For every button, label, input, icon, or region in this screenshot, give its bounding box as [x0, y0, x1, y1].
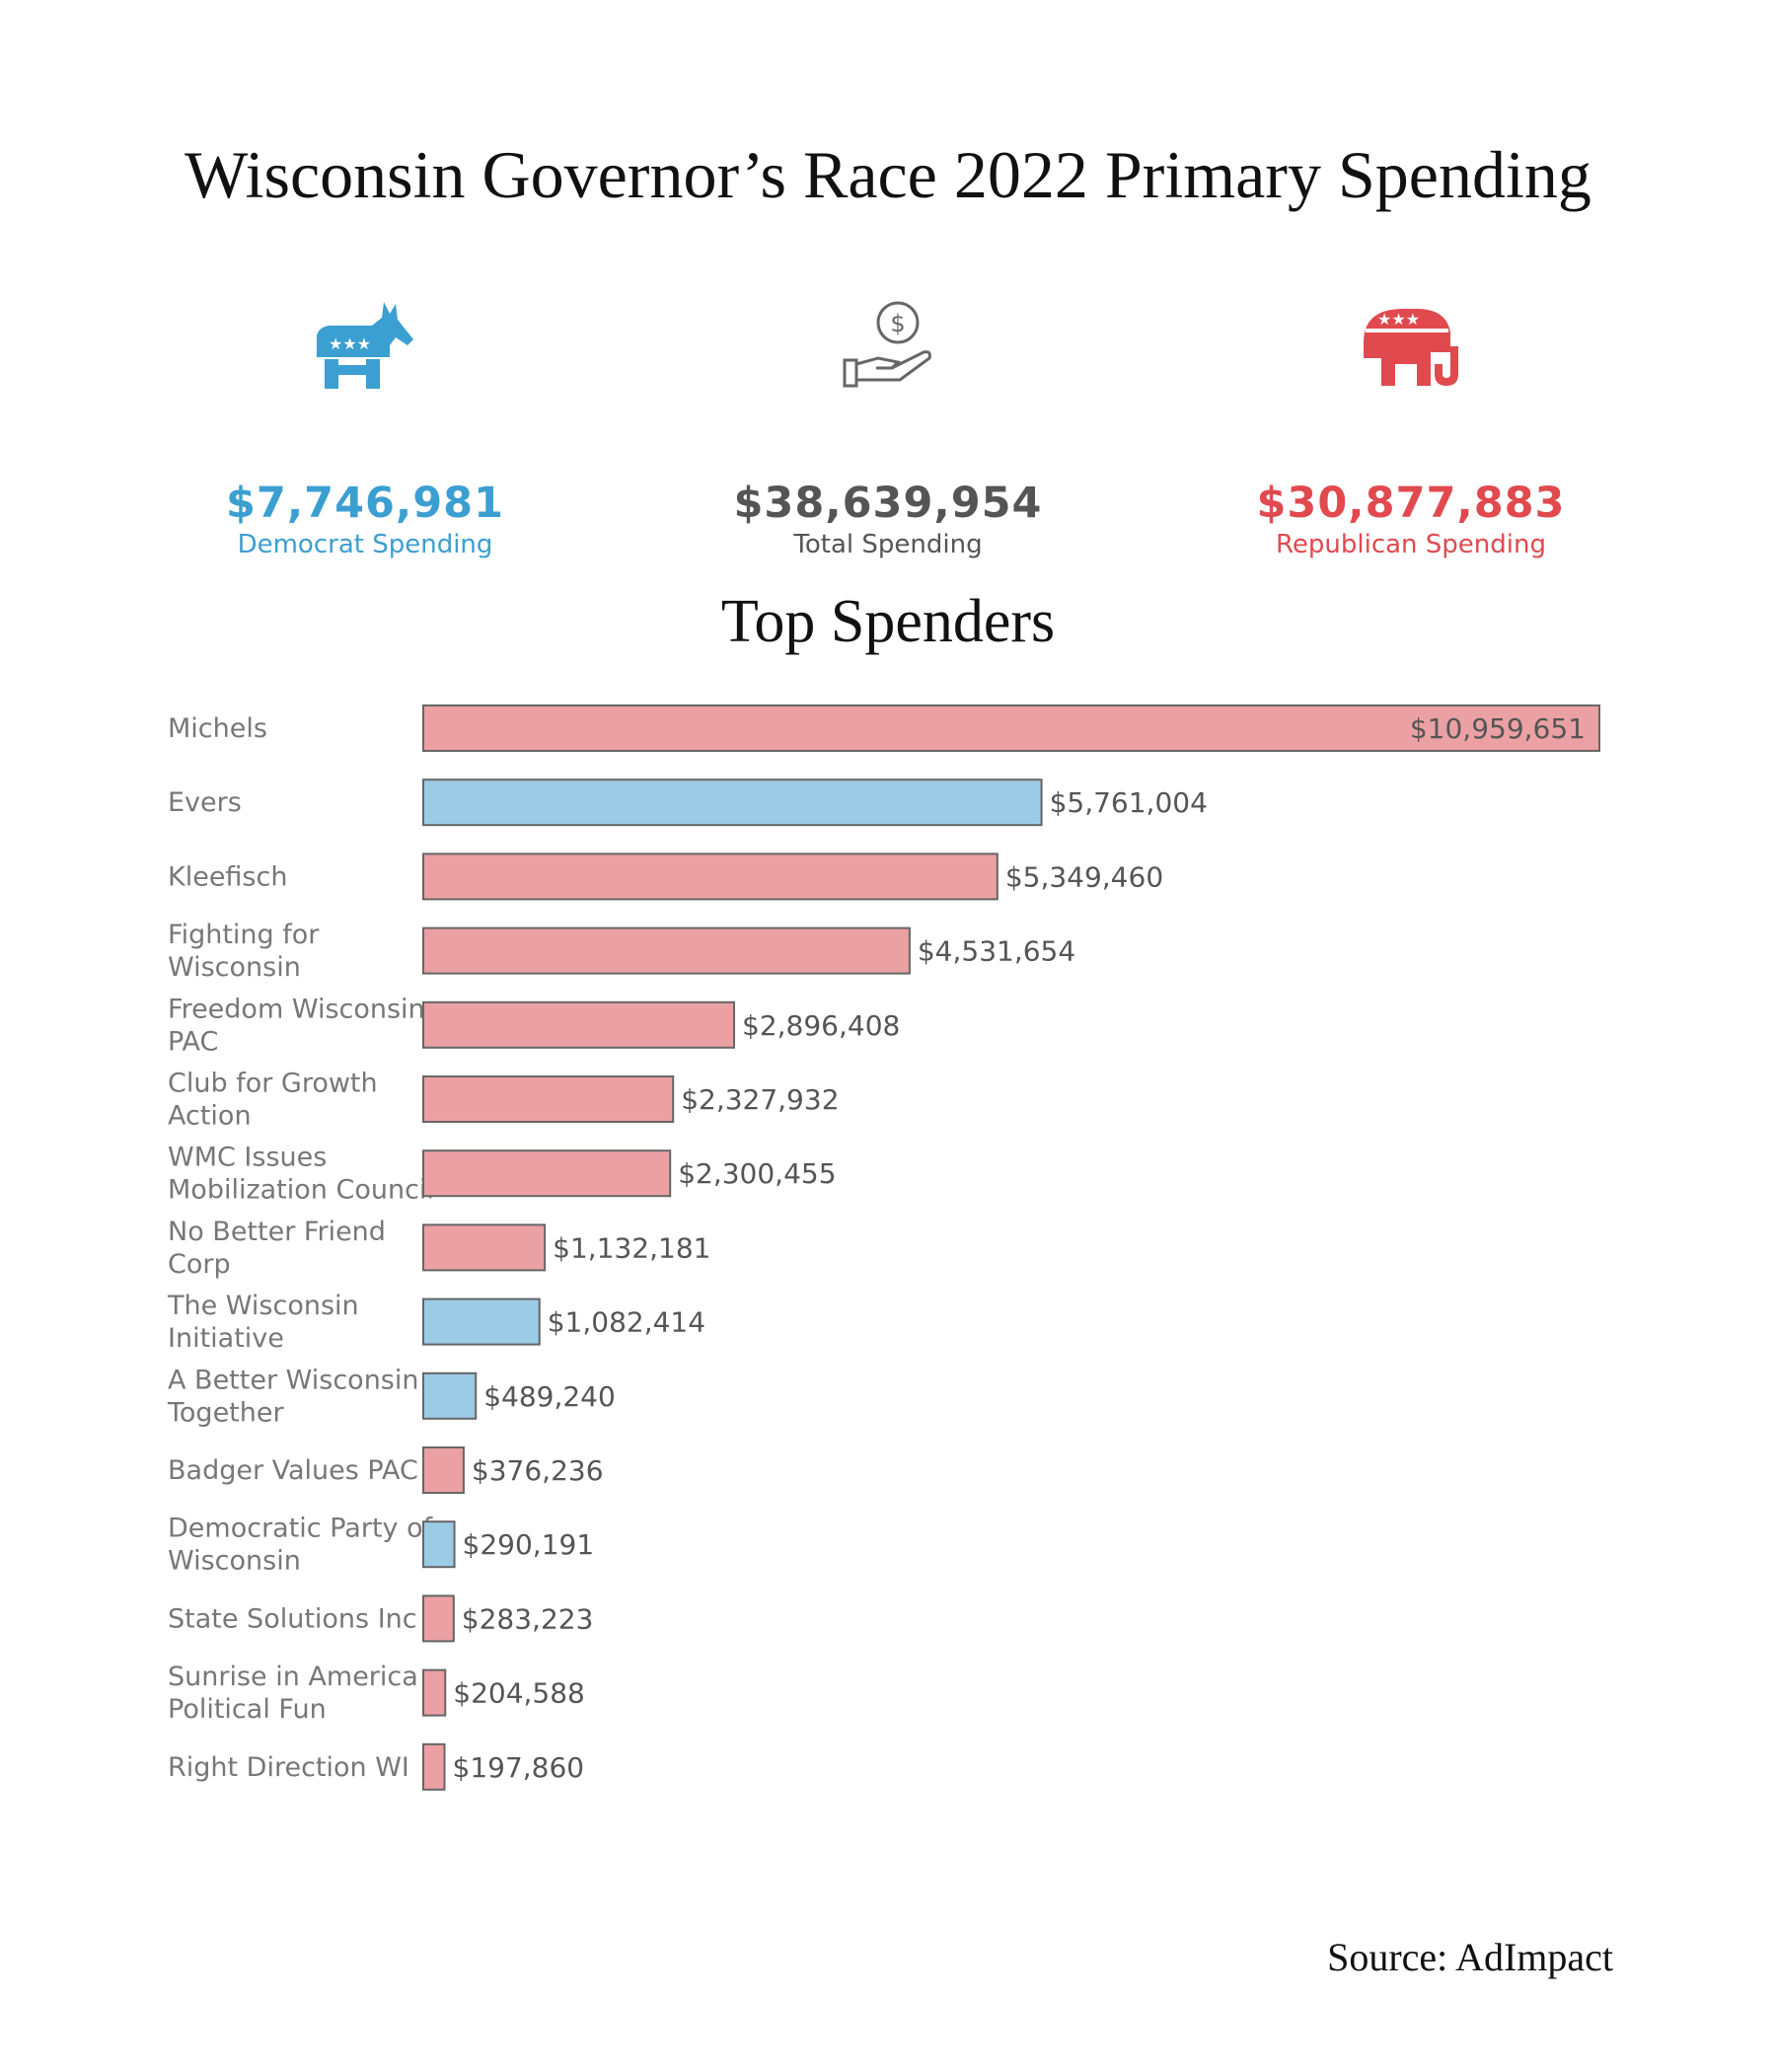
value-label: $283,223 [462, 1602, 594, 1635]
value-label: $5,761,004 [1050, 786, 1208, 819]
category-label: Michels [168, 713, 267, 744]
total-spending-label: Total Spending [793, 530, 983, 559]
category-label: The Wisconsin Initiative [167, 1291, 359, 1354]
category-label: Right Direction WI [168, 1752, 409, 1783]
elephant-icon: ★★★ [1194, 286, 1628, 405]
bar [422, 1000, 736, 1049]
page-title: Wisconsin Governor’s Race 2022 Primary S… [185, 137, 1591, 212]
bar [422, 1297, 541, 1346]
bar [422, 1668, 447, 1717]
top-spenders-bar-chart: Michels $10,959,651 Evers $5,761,004 Kleefis… [167, 704, 1600, 1791]
value-label: $489,240 [483, 1380, 616, 1413]
total-spending-value: $38,639,954 [733, 479, 1043, 528]
value-label: $1,082,414 [548, 1306, 705, 1339]
chart-title: Top Spenders [720, 588, 1056, 655]
bar [422, 1075, 675, 1123]
bar [422, 852, 999, 901]
republican-spending-label: Republican Spending [1276, 530, 1546, 559]
bar [422, 1371, 478, 1420]
category-label: Fighting for Wisconsin [168, 920, 320, 983]
democrat-spending-label: Democrat Spending [237, 530, 493, 559]
value-label: $290,191 [463, 1528, 595, 1561]
category-label: Democratic Party of Wisconsin [168, 1514, 434, 1577]
category-label: No Better Friend Corp [168, 1217, 386, 1280]
category-label: Club for Growth Action [168, 1069, 378, 1132]
value-label: $204,588 [453, 1677, 585, 1710]
value-label: $1,132,181 [553, 1231, 710, 1264]
category-label: Badger Values PAC [168, 1455, 418, 1486]
money-hand-icon: $ [671, 286, 1105, 405]
bar [422, 1520, 456, 1569]
value-label: $2,300,455 [678, 1157, 836, 1190]
democrat-spending-value: $7,746,981 [225, 479, 505, 528]
bar [422, 1446, 465, 1494]
bar [422, 926, 911, 975]
svg-text:★★★: ★★★ [329, 334, 371, 353]
category-label: A Better Wisconsin Together [167, 1365, 418, 1428]
value-label: $4,531,654 [918, 935, 1075, 968]
category-label: Evers [168, 787, 242, 818]
value-label: $2,896,408 [742, 1009, 900, 1042]
republican-spending-stat: ★★★ $30,877,883 Republican Spending [1194, 286, 1628, 559]
bar [422, 1149, 672, 1198]
svg-text:$: $ [890, 310, 905, 337]
category-label: WMC Issues Mobilization Council [168, 1143, 434, 1206]
republican-spending-value: $30,877,883 [1256, 479, 1566, 528]
bar [422, 1223, 547, 1272]
value-label: $10,959,651 [1410, 712, 1586, 745]
bar [422, 704, 1600, 752]
total-spending-stat: $ $38,639,954 Total Spending [671, 286, 1105, 559]
value-label: $376,236 [472, 1454, 604, 1487]
category-label: Kleefisch [168, 861, 287, 892]
svg-text:★★★: ★★★ [1377, 310, 1420, 329]
category-label: Freedom Wisconsin PAC [168, 994, 425, 1057]
value-label: $2,327,932 [681, 1083, 839, 1116]
value-label: $5,349,460 [1005, 860, 1163, 893]
category-label: State Solutions Inc [168, 1603, 417, 1634]
category-label: Sunrise in America Political Fun [168, 1662, 418, 1725]
source-note: Source: AdImpact [1327, 1935, 1613, 1979]
value-label: $197,860 [453, 1751, 585, 1784]
bar [422, 778, 1043, 827]
bar [422, 1742, 446, 1791]
democrat-spending-stat: ★★★ $7,746,981 Democrat Spending [148, 286, 582, 559]
bar [422, 1594, 455, 1643]
donkey-icon: ★★★ [148, 286, 582, 405]
